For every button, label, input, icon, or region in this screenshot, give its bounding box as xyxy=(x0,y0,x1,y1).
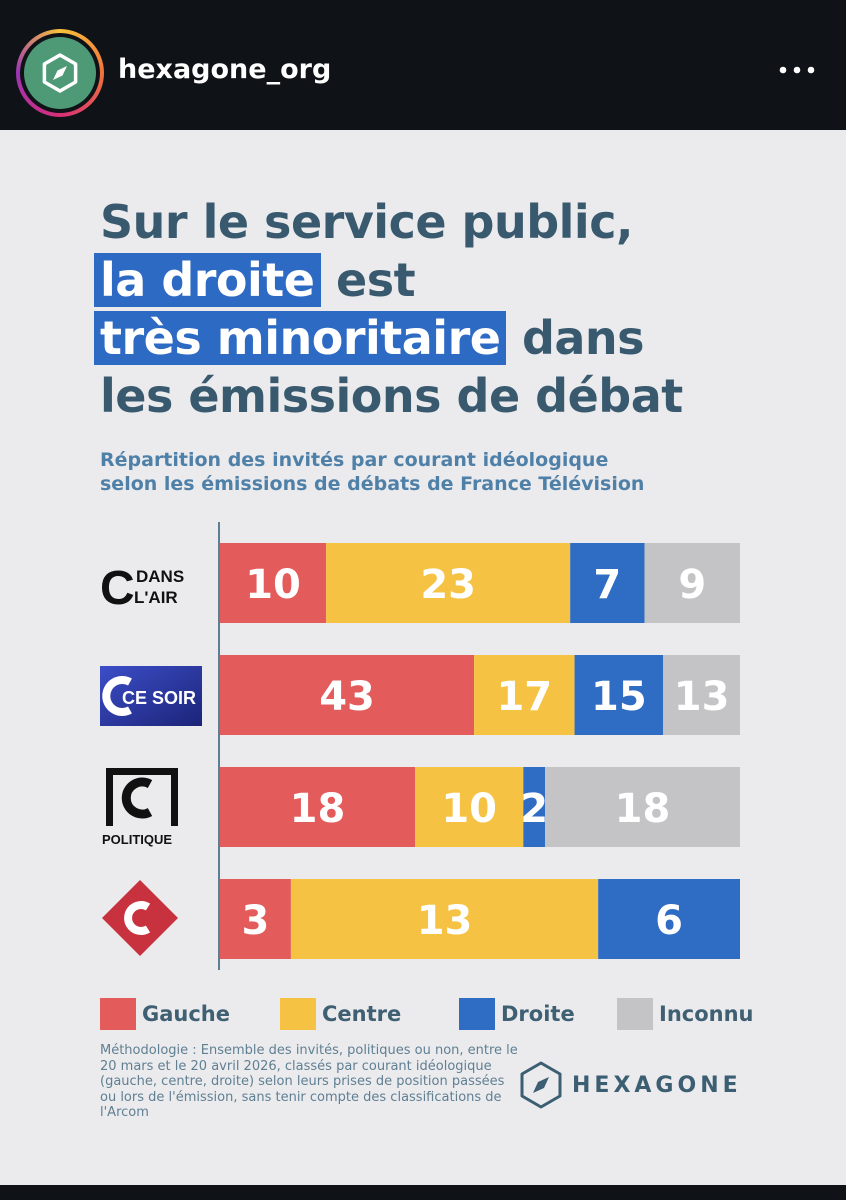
bar-c-ce-soir-inconnu xyxy=(663,655,740,735)
bar-c-politique-gauche xyxy=(220,767,415,847)
title-line-4: les émissions de débat xyxy=(100,369,683,423)
chart-axis-line xyxy=(218,522,220,970)
bar-c-l-hebdo-centre xyxy=(290,879,599,959)
legend-swatch-gauche xyxy=(100,998,136,1030)
logo-c-dans-lair-dans: DANS xyxy=(136,567,184,586)
bar-c-politique-centre xyxy=(415,767,524,847)
bar-c-politique-inconnu xyxy=(545,767,740,847)
logo-c-politique: POLITIQUE xyxy=(102,768,178,847)
chart-title: Sur le service public, la droite est trè… xyxy=(94,193,683,425)
data-label-c-dans-l-air-gauche: 10 xyxy=(245,562,301,608)
logo-c-ce-soir-text: CE SOIR xyxy=(122,688,196,708)
hexagone-logo-icon xyxy=(520,1061,562,1109)
legend-swatch-centre xyxy=(280,998,316,1030)
data-label-c-dans-l-air-droite: 7 xyxy=(593,562,621,608)
legend-label-droite: Droite xyxy=(501,1002,575,1026)
username[interactable]: hexagone_org xyxy=(118,54,332,85)
bar-c-dans-l-air-droite xyxy=(570,543,645,623)
data-label-c-politique-centre: 10 xyxy=(441,786,497,832)
title-line-2-rest: est xyxy=(320,253,416,307)
bar-c-l-hebdo-gauche xyxy=(220,879,291,959)
bar-c-politique-droite xyxy=(523,767,545,847)
hexagone-brand-name: HEXAGONE xyxy=(572,1073,742,1098)
data-label-c-ce-soir-centre: 17 xyxy=(496,674,552,720)
hexagon-compass-icon xyxy=(42,53,78,93)
logo-c-ce-soir: CE SOIR xyxy=(100,666,202,726)
more-dots-icon xyxy=(779,66,815,74)
data-label-c-politique-droite: 2 xyxy=(520,786,548,832)
post-footer-bar xyxy=(0,1185,846,1200)
data-label-c-l-hebdo-droite: 6 xyxy=(655,898,683,944)
logo-c-hebdo xyxy=(102,880,178,956)
methodology-note: Méthodologie : Ensemble des invités, pol… xyxy=(100,1043,518,1121)
title-line-1: Sur le service public, xyxy=(100,195,633,249)
legend-label-gauche: Gauche xyxy=(142,1002,230,1026)
logo-c-dans-lair-c: C xyxy=(100,562,135,610)
data-label-c-politique-inconnu: 18 xyxy=(615,786,671,832)
logo-c-dans-lair: C DANS L'AIR xyxy=(100,562,184,610)
legend-swatch-droite xyxy=(459,998,495,1030)
avatar[interactable] xyxy=(24,37,96,109)
post-header: hexagone_org xyxy=(0,0,846,130)
story-ring[interactable] xyxy=(16,29,104,117)
title-line-3-rest: dans xyxy=(506,311,645,365)
subtitle-line-2: selon les émissions de débats de France … xyxy=(100,473,645,495)
bar-c-ce-soir-centre xyxy=(474,655,575,735)
data-label-c-dans-l-air-centre: 23 xyxy=(420,562,476,608)
title-highlight-2: très minoritaire xyxy=(94,311,507,365)
data-label-c-ce-soir-gauche: 43 xyxy=(319,674,375,720)
bar-c-dans-l-air-inconnu xyxy=(644,543,740,623)
data-label-c-l-hebdo-gauche: 3 xyxy=(242,898,270,944)
data-label-c-politique-gauche: 18 xyxy=(290,786,346,832)
post-image: Sur le service public, la droite est trè… xyxy=(0,130,846,1185)
data-label-c-ce-soir-droite: 15 xyxy=(591,674,647,720)
logo-c-dans-lair-lair: L'AIR xyxy=(134,588,178,607)
legend-label-inconnu: Inconnu xyxy=(659,1002,754,1026)
legend-swatch-inconnu xyxy=(617,998,653,1030)
chart-subtitle: Répartition des invités par courant idéo… xyxy=(100,448,800,496)
data-label-c-dans-l-air-inconnu: 9 xyxy=(678,562,706,608)
bar-c-ce-soir-gauche xyxy=(220,655,475,735)
logo-c-politique-text: POLITIQUE xyxy=(102,832,172,847)
title-line-3: très minoritaire dans xyxy=(94,309,683,367)
data-label-c-ce-soir-inconnu: 13 xyxy=(674,674,730,720)
title-line-2: la droite est xyxy=(94,251,683,309)
bar-c-l-hebdo-droite xyxy=(598,879,740,959)
bar-c-dans-l-air-centre xyxy=(326,543,571,623)
title-highlight-1: la droite xyxy=(94,253,321,307)
data-label-c-l-hebdo-centre: 13 xyxy=(417,898,473,944)
bar-c-dans-l-air-gauche xyxy=(220,543,327,623)
legend-label-centre: Centre xyxy=(322,1002,402,1026)
more-options-button[interactable] xyxy=(775,55,819,85)
subtitle-line-1: Répartition des invités par courant idéo… xyxy=(100,449,609,471)
bar-c-ce-soir-droite xyxy=(574,655,664,735)
